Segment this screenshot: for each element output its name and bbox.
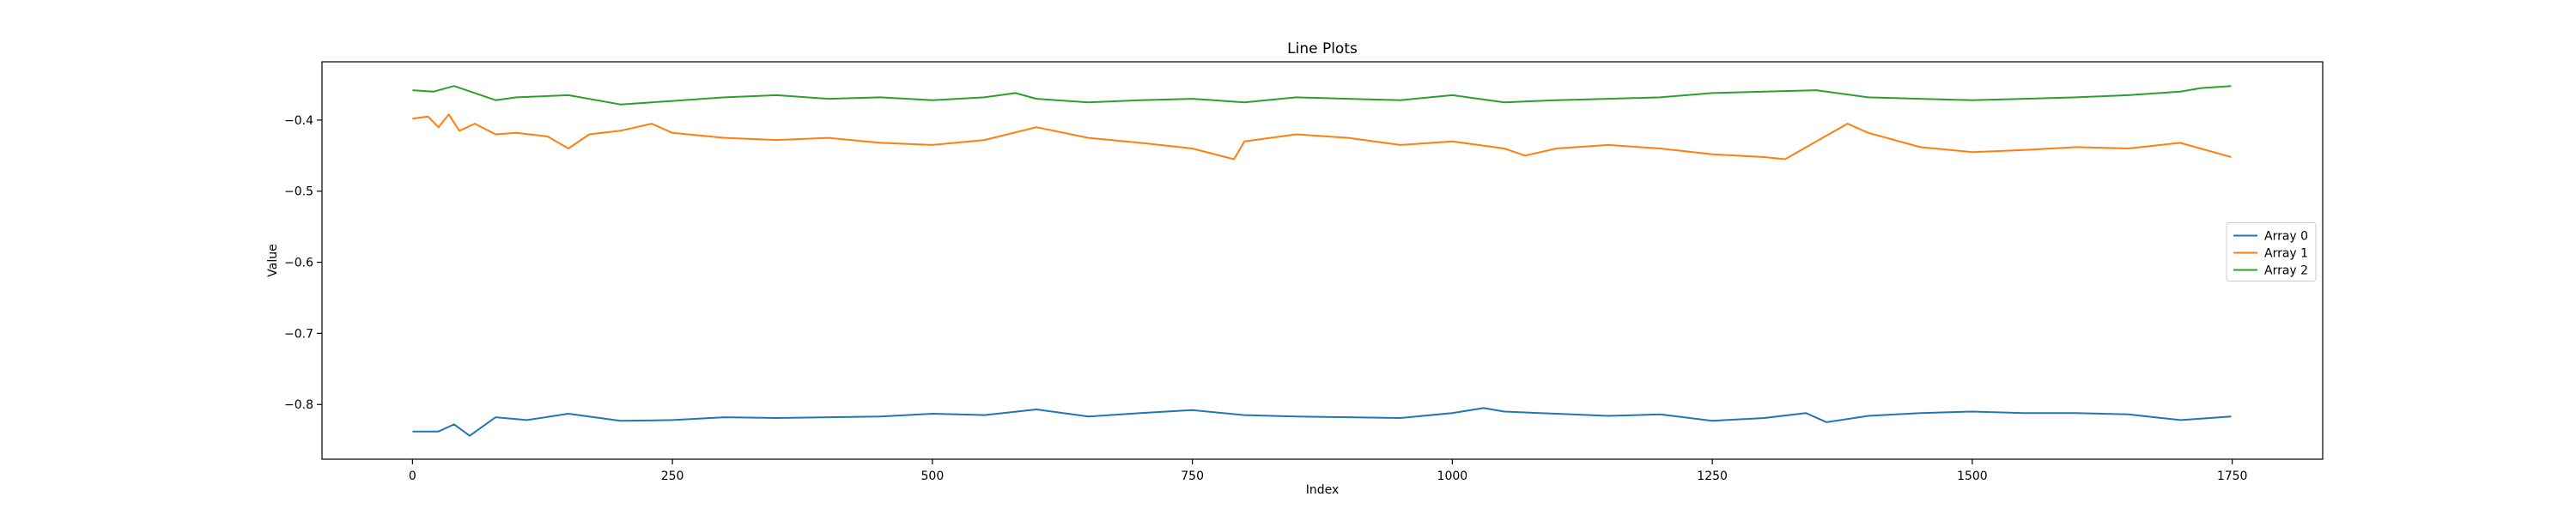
axes-frame: [321, 61, 2324, 460]
y-tick-label: −0.8: [284, 398, 313, 412]
series-line-2: [412, 85, 2232, 106]
y-tick-label: −0.6: [284, 257, 313, 270]
legend-label: Array 1: [2264, 247, 2308, 261]
legend-label: Array 0: [2264, 230, 2308, 244]
series-line-0: [412, 407, 2232, 437]
y-tick-label: −0.5: [284, 185, 313, 199]
y-tick-label: −0.4: [284, 114, 313, 128]
legend-label: Array 2: [2264, 264, 2308, 278]
x-tick-label: 250: [661, 470, 684, 483]
y-axis: −0.8 −0.7 −0.6 −0.5 −0.4: [284, 114, 322, 412]
x-tick-label: 750: [1181, 470, 1204, 483]
x-tick-label: 1000: [1437, 470, 1468, 483]
series-line-1: [412, 113, 2232, 161]
x-tick-label: 1500: [1957, 470, 1988, 483]
x-tick-label: 500: [921, 470, 945, 483]
legend: Array 0 Array 1 Array 2: [2226, 222, 2317, 282]
x-tick-label: 1250: [1697, 470, 1728, 483]
y-axis-label: Value: [266, 244, 280, 276]
plot-lines: [412, 85, 2232, 437]
x-axis-label: Index: [1306, 483, 1340, 497]
x-axis: 0 250 500 750 1000 1250 1500 1750: [409, 459, 2248, 483]
x-tick-label: 1750: [2217, 470, 2248, 483]
y-tick-label: −0.7: [284, 327, 313, 341]
chart-title: Line Plots: [1287, 40, 1358, 58]
x-tick-label: 0: [409, 470, 416, 483]
legend-box: [2226, 222, 2317, 282]
